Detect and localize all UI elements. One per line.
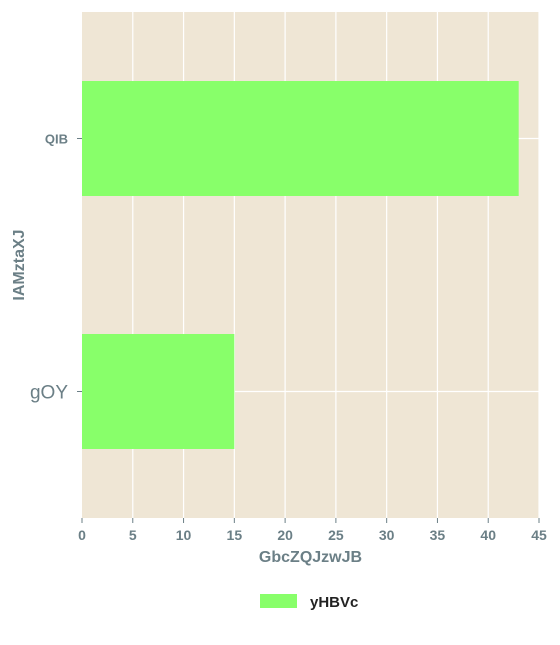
y-axis-ticks: QIB gOY xyxy=(30,132,82,404)
x-tick-label: 45 xyxy=(531,527,547,543)
legend-swatch xyxy=(260,594,297,608)
y-tick-label: QIB xyxy=(45,132,68,147)
bars xyxy=(82,81,519,449)
x-axis-title: GbcZQJzwJB xyxy=(259,549,362,566)
x-tick-label: 30 xyxy=(379,527,395,543)
legend: yHBVc xyxy=(260,594,358,611)
y-axis-title: IAMztaXJ xyxy=(11,229,28,300)
x-tick-label: 40 xyxy=(480,527,496,543)
x-tick-label: 35 xyxy=(430,527,446,543)
x-tick-label: 25 xyxy=(328,527,344,543)
x-tick-label: 10 xyxy=(176,527,192,543)
x-tick-label: 0 xyxy=(78,527,86,543)
x-axis-ticks: 0 5 10 15 20 25 30 35 40 45 xyxy=(78,518,547,543)
x-tick-label: 20 xyxy=(277,527,293,543)
legend-label: yHBVc xyxy=(310,594,358,611)
x-tick-label: 5 xyxy=(129,527,137,543)
bar-gOY xyxy=(82,334,235,449)
bar-QIB xyxy=(82,81,519,196)
x-tick-label: 15 xyxy=(227,527,243,543)
y-tick-label: gOY xyxy=(30,383,68,404)
